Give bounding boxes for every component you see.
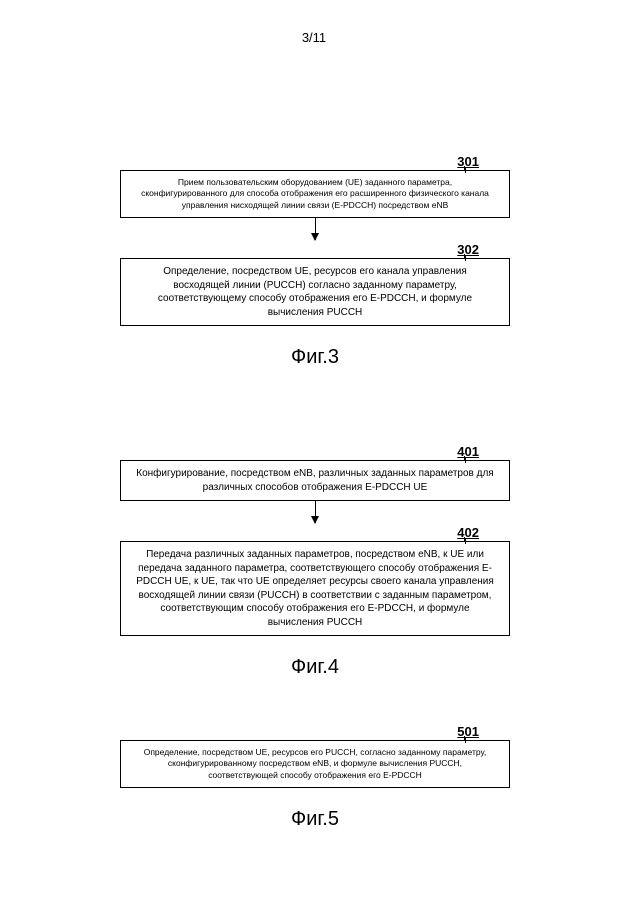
flowchart-box-402: 402 Передача различных заданных параметр…: [120, 541, 510, 636]
figure-4: 401 Конфигурирование, посредством eNB, р…: [120, 460, 510, 679]
figure-caption-4: Фиг.4: [120, 656, 510, 679]
label-connector: [464, 456, 465, 461]
figure-5: 501 Определение, посредством UE, ресурсо…: [120, 740, 510, 831]
label-connector: [464, 254, 465, 259]
label-connector: [464, 736, 465, 741]
figure-caption-3: Фиг.3: [120, 346, 510, 369]
flowchart-box-501: 501 Определение, посредством UE, ресурсо…: [120, 740, 510, 788]
figure-caption-5: Фиг.5: [120, 808, 510, 831]
box-label-401: 401: [457, 443, 479, 461]
box-text-501: Определение, посредством UE, ресурсов ег…: [144, 747, 487, 780]
box-label-302: 302: [457, 241, 479, 259]
box-text-302: Определение, посредством UE, ресурсов ег…: [158, 266, 472, 318]
box-text-301: Прием пользовательским оборудованием (UE…: [141, 177, 489, 210]
page-number: 3/11: [0, 30, 628, 45]
box-label-501: 501: [457, 723, 479, 741]
box-text-402: Передача различных заданных параметров, …: [136, 549, 494, 628]
arrow-down: [315, 218, 316, 240]
figure-3: 301 Прием пользовательским оборудованием…: [120, 170, 510, 369]
label-connector: [464, 537, 465, 542]
box-label-402: 402: [457, 524, 479, 542]
arrow-down: [315, 501, 316, 523]
label-connector: [464, 166, 465, 171]
box-text-401: Конфигурирование, посредством eNB, разли…: [136, 468, 493, 493]
flowchart-box-302: 302 Определение, посредством UE, ресурсо…: [120, 258, 510, 326]
flowchart-box-301: 301 Прием пользовательским оборудованием…: [120, 170, 510, 218]
flowchart-box-401: 401 Конфигурирование, посредством eNB, р…: [120, 460, 510, 501]
box-label-301: 301: [457, 153, 479, 171]
